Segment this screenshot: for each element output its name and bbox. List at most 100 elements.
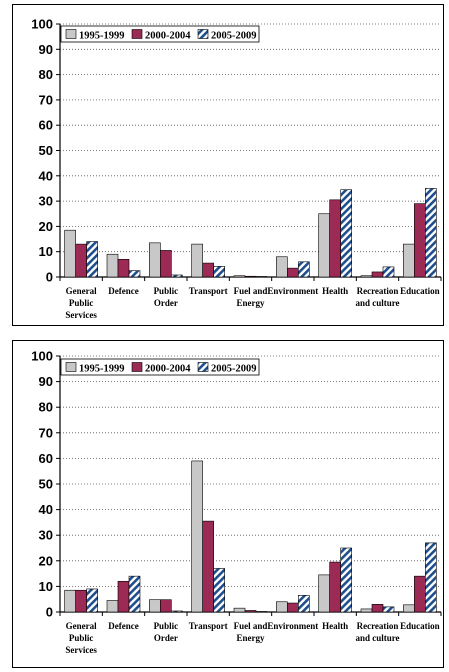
bar	[191, 243, 203, 278]
bar	[425, 542, 437, 613]
bar	[287, 602, 299, 613]
bar	[371, 604, 384, 613]
y-tick-label: 0	[46, 605, 53, 620]
legend-label: 2005-2009	[211, 364, 257, 375]
bar	[318, 213, 330, 278]
x-tick-label: General	[66, 286, 97, 296]
bar	[171, 274, 183, 278]
bar	[382, 266, 395, 278]
y-tick-label: 30	[39, 528, 53, 543]
bar	[360, 275, 373, 278]
legend-swatch	[131, 29, 143, 39]
bar	[298, 261, 310, 278]
x-tick-label: Public	[69, 633, 94, 643]
x-tick-label: Environment	[267, 286, 318, 296]
bar	[86, 241, 98, 278]
y-tick-label: 20	[39, 553, 53, 568]
x-tick-label: Energy	[237, 298, 265, 308]
x-tick-label: Public	[154, 286, 179, 296]
bar	[276, 256, 288, 278]
bar	[117, 258, 130, 278]
y-tick-label: 60	[39, 118, 53, 133]
legend-swatch	[65, 362, 77, 372]
y-tick-label: 80	[39, 400, 53, 415]
bar	[276, 601, 288, 613]
x-tick-label: Public	[69, 298, 94, 308]
legend-swatch	[197, 362, 209, 372]
legend-swatch	[65, 29, 77, 39]
x-tick-label: and culture	[355, 298, 399, 308]
bar	[160, 250, 172, 278]
x-tick-label: Recreation	[357, 286, 399, 296]
bar	[360, 608, 373, 613]
x-tick-label: Defence	[108, 621, 138, 631]
y-tick-label: 50	[39, 477, 53, 492]
x-tick-label: Public	[154, 621, 179, 631]
y-tick-label: 80	[39, 67, 53, 82]
x-tick-label: and culture	[355, 633, 399, 643]
chart-panel-top: 0 10 20 30 40 50 60 70 80 90 100 General Public Servi…	[12, 4, 444, 326]
bar	[202, 520, 214, 613]
y-tick-label: 100	[31, 17, 53, 32]
y-tick-label: 0	[46, 270, 53, 285]
bar	[213, 266, 225, 278]
chart-panel-bottom: 0 10 20 30 40 50 60 70 80 90 100 General Public Servi…	[12, 340, 444, 668]
bar	[403, 243, 415, 278]
legend-label: 1995-1999	[79, 364, 125, 375]
bar	[403, 604, 415, 613]
bar	[329, 561, 341, 613]
y-tick-label: 70	[39, 92, 53, 107]
bar	[298, 595, 310, 613]
bar	[340, 547, 352, 613]
bar	[233, 607, 246, 613]
legend: 1995-1999 2000-2004 2005-2009	[60, 25, 260, 43]
bar	[149, 242, 161, 278]
x-tick-label: Fuel and	[234, 286, 268, 296]
bar	[425, 188, 437, 278]
bar	[117, 580, 130, 613]
y-tick-label: 40	[39, 168, 53, 183]
bar	[329, 199, 341, 278]
x-tick-label: General	[66, 621, 97, 631]
x-tick-label: Education	[400, 621, 440, 631]
x-tick-label: Health	[322, 621, 348, 631]
legend-label: 2000-2004	[145, 364, 191, 375]
bar	[171, 610, 183, 613]
bar	[64, 589, 76, 613]
bar-chart-bottom: 0 10 20 30 40 50 60 70 80 90 100 General Public Servi…	[31, 349, 442, 655]
bar-chart-top: 0 10 20 30 40 50 60 70 80 90 100 General Public Servi…	[31, 17, 442, 320]
bar	[287, 267, 299, 278]
bar	[86, 588, 98, 613]
bar	[382, 606, 395, 613]
x-tick-label: Services	[65, 310, 97, 320]
x-tick-label: Services	[65, 645, 97, 655]
y-tick-label: 70	[39, 425, 53, 440]
bar	[340, 189, 352, 278]
y-tick-label: 50	[39, 143, 53, 158]
legend-box	[60, 358, 260, 376]
bar	[75, 243, 87, 278]
bar	[244, 610, 257, 613]
bar	[233, 275, 246, 278]
bar	[75, 589, 87, 613]
legend-box	[60, 25, 260, 43]
bar	[106, 253, 119, 278]
bar	[255, 611, 268, 613]
y-tick-label: 20	[39, 219, 53, 234]
legend-label: 2005-2009	[211, 31, 257, 42]
legend: 1995-1999 2000-2004 2005-2009	[60, 358, 260, 376]
bar	[149, 599, 161, 613]
y-tick-label: 60	[39, 451, 53, 466]
y-tick-label: 30	[39, 194, 53, 209]
bar	[244, 275, 257, 278]
bar	[202, 262, 214, 278]
bar	[318, 574, 330, 613]
bar	[414, 203, 426, 278]
bar	[414, 575, 426, 613]
x-tick-label: Defence	[108, 286, 138, 296]
bar	[160, 599, 172, 613]
x-tick-label: Energy	[237, 633, 265, 643]
bar	[64, 229, 76, 278]
y-tick-label: 90	[39, 374, 53, 389]
bar	[128, 575, 141, 613]
